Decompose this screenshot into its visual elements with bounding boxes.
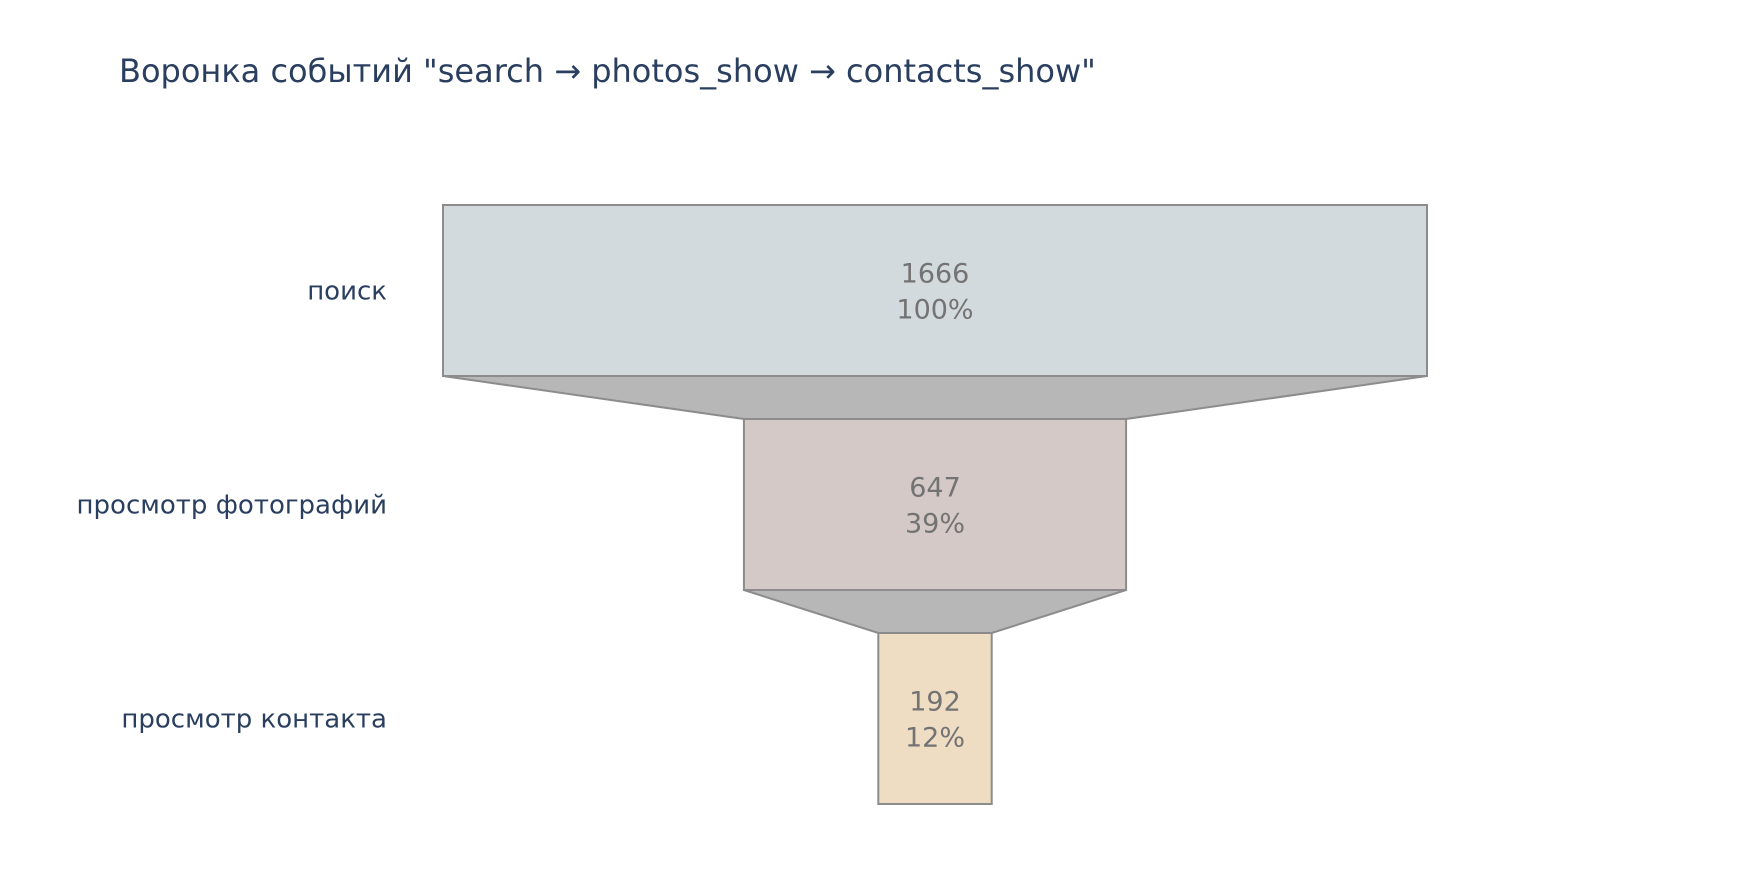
value-labels: 1666 100% 647 39% 192 12% [896, 259, 973, 754]
category-label-3: просмотр контакта [121, 705, 387, 735]
category-label-2: просмотр фотографий [77, 491, 387, 521]
percent-label-2: 39% [905, 509, 965, 540]
category-labels: поиск просмотр фотографий просмотр контакт… [77, 277, 387, 735]
funnel-bars [442, 204, 1428, 805]
funnel-bar-3 [877, 632, 993, 805]
chart-title: Воронка событий "search → photos_show → … [119, 52, 1096, 90]
value-label-2: 647 [909, 473, 961, 504]
percent-label-3: 12% [905, 723, 965, 754]
percent-label-1: 100% [896, 295, 973, 326]
funnel-bar-1 [442, 204, 1428, 377]
value-label-1: 1666 [901, 259, 970, 290]
category-label-1: поиск [307, 277, 387, 307]
funnel-bar-2 [742, 418, 1128, 591]
value-label-3: 192 [909, 687, 961, 718]
